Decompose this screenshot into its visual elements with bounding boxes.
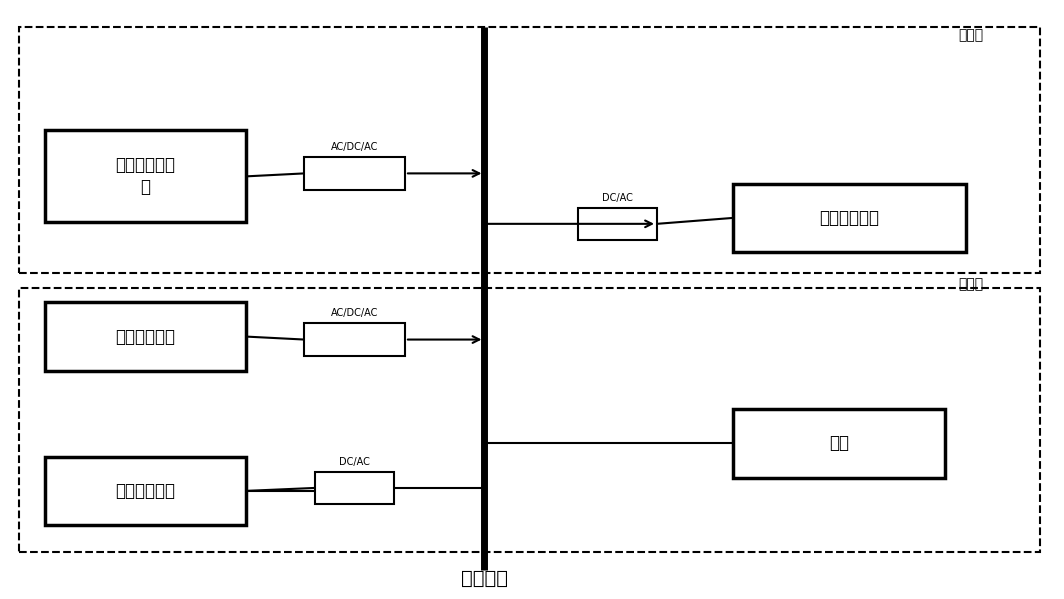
Bar [304, 323, 405, 356]
Bar [733, 409, 945, 477]
Bar [19, 288, 1040, 552]
Text: DC/AC: DC/AC [339, 457, 370, 467]
Text: 已建成: 已建成 [959, 278, 984, 292]
Bar [304, 157, 405, 190]
Text: AC/DC/AC: AC/DC/AC [331, 308, 379, 319]
Text: 风力发电机组: 风力发电机组 [116, 328, 176, 346]
Text: DC/AC: DC/AC [602, 193, 633, 202]
Text: 分布式可控电
源: 分布式可控电 源 [116, 156, 176, 196]
Text: 光伏发电机组: 光伏发电机组 [116, 482, 176, 500]
Text: 交流母线: 交流母线 [461, 569, 508, 588]
Bar [315, 471, 395, 504]
Bar [45, 302, 246, 371]
Bar [45, 457, 246, 525]
Text: AC/DC/AC: AC/DC/AC [331, 142, 379, 152]
Bar [45, 131, 246, 222]
Bar [578, 207, 656, 240]
Text: 规划中: 规划中 [959, 28, 984, 43]
Bar [733, 184, 966, 252]
Text: 负荷: 负荷 [829, 434, 849, 452]
Bar [19, 26, 1040, 273]
Text: 电池储能系统: 电池储能系统 [819, 209, 880, 227]
